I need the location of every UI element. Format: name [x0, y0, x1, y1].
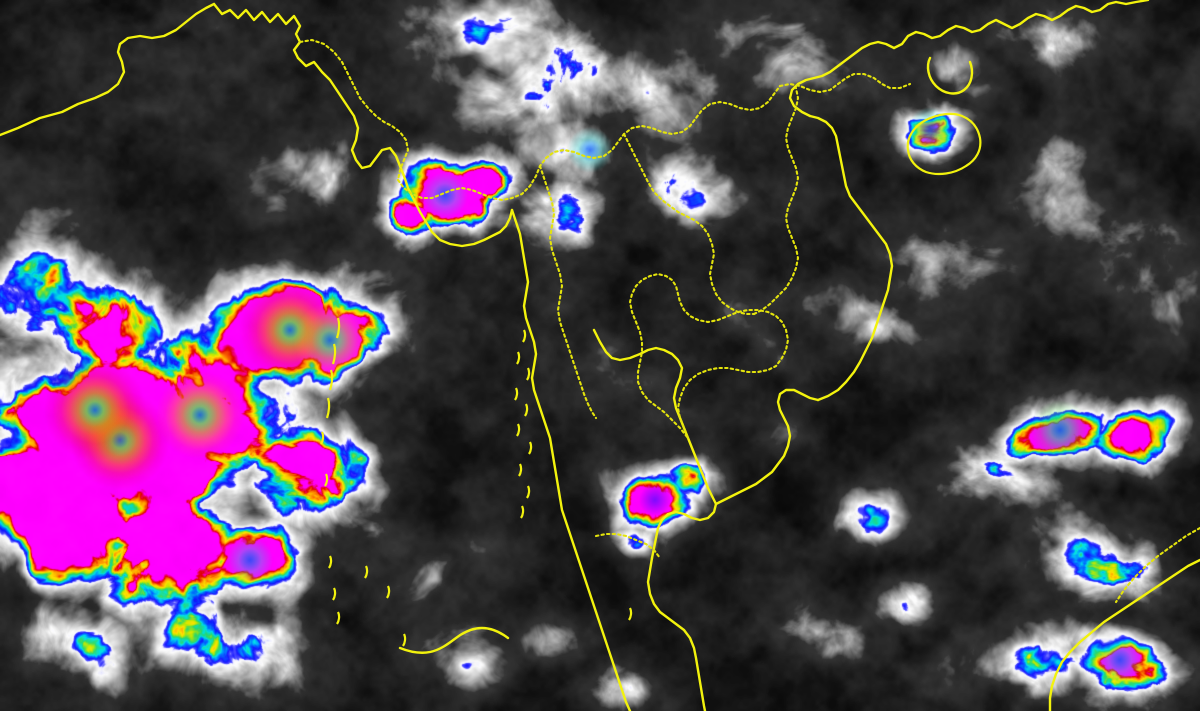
border-india-myanmar [298, 38, 410, 182]
border-laos-vietnam [752, 86, 800, 316]
border-cambodia [628, 272, 790, 439]
coastline-borneo-northwest [1048, 558, 1200, 711]
coastline-cambodia-vietnam-south [714, 388, 820, 506]
border-myanmar-china [396, 84, 782, 202]
border-thailand-laos [622, 132, 756, 316]
border-china-vietnam [778, 72, 912, 94]
coastline-malay-peninsula-east [646, 556, 707, 711]
coastline-india-east [0, 2, 216, 137]
coastline-vietnam-east [808, 114, 894, 402]
coastline-gulf-thailand-west [592, 328, 718, 560]
coastline-south-china [892, 0, 1150, 50]
border-malaysia-thailand [594, 532, 662, 560]
border-borneo-interior [1114, 526, 1200, 604]
coastline-hainan-island [906, 112, 982, 176]
coastline-sumatra-north [398, 626, 510, 654]
coastline-nicobar-islands [320, 431, 341, 625]
coastline-leizhou-peninsula [926, 56, 974, 95]
coastline-andaman-islands [325, 317, 341, 419]
coastline-bangladesh-delta [212, 2, 302, 60]
coastline-minor-islands [364, 565, 633, 647]
coastline-tanintharyi [510, 208, 632, 711]
coastline-red-river-delta [788, 40, 896, 118]
coastline-myanmar-rakhine [296, 56, 514, 248]
border-thailand-myanmar [538, 164, 598, 420]
coastline-mergui-archipelago [514, 329, 533, 519]
